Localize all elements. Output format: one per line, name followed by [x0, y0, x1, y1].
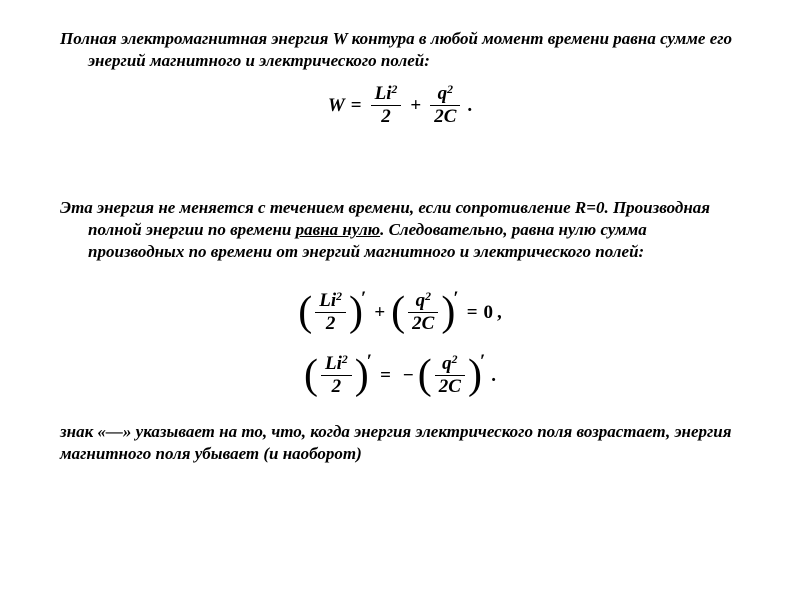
sym-period: . [467, 95, 472, 117]
formula-derivative-equality: ( Li2 2 ) ′ = − ( q2 2C ) ′ [60, 354, 740, 397]
derivative-paragraph: Эта энергия не меняется с течением време… [60, 197, 740, 263]
intro-energy-paragraph: Полная электромагнитная энергия W контур… [60, 28, 740, 72]
formula-derivative-sum-zero: ( Li2 2 ) ′ + ( q2 2C ) ′ = [60, 291, 740, 334]
paren-q2-prime-2: ( q2 2C ) ′ [418, 354, 488, 397]
frac-Li2-over-2: Li2 2 [371, 84, 402, 127]
sym-plus: + [410, 95, 421, 117]
paren-Li2-prime-left: ( Li2 2 ) ′ [298, 291, 368, 334]
minus-sign-note: знак «—» указывает на то, что, когда эне… [60, 421, 740, 465]
sym-W: W [328, 95, 345, 117]
paren-Li2-prime-2: ( Li2 2 ) ′ [304, 354, 374, 397]
frac-q2-over-2C: q2 2C [430, 84, 460, 127]
paren-q2-prime-right: ( q2 2C ) ′ [391, 291, 461, 334]
sym-zero: 0 [484, 302, 494, 324]
formula-total-energy: W = Li2 2 + q2 2C . [60, 84, 740, 127]
sym-eq: = [351, 95, 362, 117]
sym-minus: − [403, 365, 414, 387]
